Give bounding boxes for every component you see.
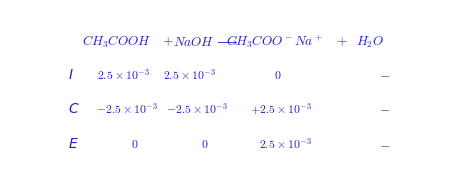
Text: $0$: $0$ — [201, 138, 208, 151]
Text: $+$: $+$ — [162, 36, 173, 49]
Text: $2.5 \times 10^{-3}$: $2.5 \times 10^{-3}$ — [259, 137, 311, 152]
Text: $-$: $-$ — [379, 102, 390, 115]
Text: E: E — [68, 137, 77, 151]
Text: $2.5 \times 10^{-3}$: $2.5 \times 10^{-3}$ — [97, 68, 150, 83]
Text: $H_2O$: $H_2O$ — [356, 34, 384, 50]
Text: $NaOH$: $NaOH$ — [173, 36, 214, 49]
Text: C: C — [68, 102, 78, 116]
Text: $CH_3COO^-Na^+$: $CH_3COO^-Na^+$ — [226, 34, 323, 50]
Text: $-$: $-$ — [379, 138, 390, 151]
Text: $-$: $-$ — [379, 69, 390, 82]
Text: I: I — [68, 68, 73, 82]
Text: $0$: $0$ — [131, 138, 138, 151]
Text: $+$: $+$ — [337, 36, 348, 49]
Text: $-2.5 \times 10^{-3}$: $-2.5 \times 10^{-3}$ — [166, 101, 228, 117]
Text: $0$: $0$ — [274, 69, 282, 82]
Text: $\longrightarrow$: $\longrightarrow$ — [214, 36, 238, 49]
Text: $+2.5 \times 10^{-3}$: $+2.5 \times 10^{-3}$ — [250, 101, 312, 117]
Text: $-2.5 \times 10^{-3}$: $-2.5 \times 10^{-3}$ — [96, 101, 158, 117]
Text: $2.5 \times 10^{-3}$: $2.5 \times 10^{-3}$ — [163, 68, 216, 83]
Text: $CH_3COOH$: $CH_3COOH$ — [82, 34, 151, 50]
